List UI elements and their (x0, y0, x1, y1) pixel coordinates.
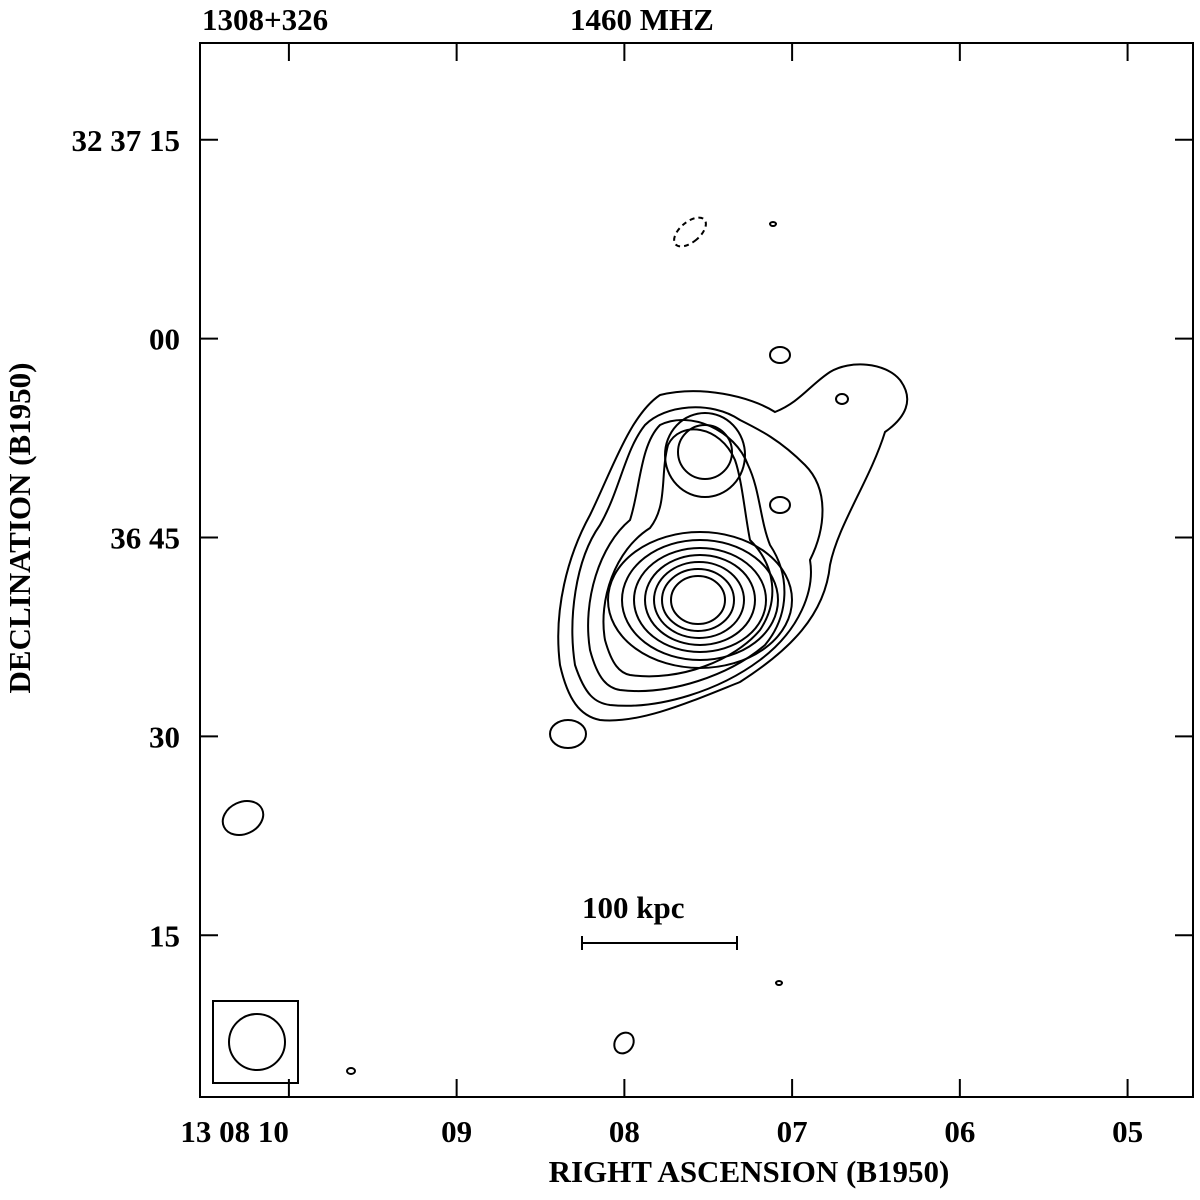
contour (677, 424, 733, 480)
contour (602, 428, 774, 678)
x-tick-label: 09 (441, 1114, 472, 1149)
contour (613, 1031, 635, 1055)
contour (670, 575, 726, 625)
chart-subtitle: 1460 MHZ (570, 2, 714, 37)
contour (775, 980, 783, 986)
scale-bar-label: 100 kpc (582, 890, 685, 925)
x-tick-label: 06 (944, 1114, 975, 1149)
x-axis-label: RIGHT ASCENSION (B1950) (549, 1154, 950, 1189)
contours (221, 216, 909, 1075)
contour (653, 561, 745, 639)
y-tick-label: 15 (149, 918, 180, 953)
contour (587, 419, 786, 692)
plot-frame (199, 42, 1194, 1098)
y-tick-label: 00 (149, 322, 180, 357)
contour (549, 719, 587, 749)
contour (835, 393, 849, 405)
contour (644, 554, 756, 646)
contour (221, 799, 265, 837)
y-tick-label: 36 45 (110, 521, 180, 556)
beam (212, 1000, 299, 1084)
contour (557, 363, 909, 722)
chart-title: 1308+326 (202, 2, 328, 37)
contour (621, 539, 779, 661)
contour (769, 221, 777, 227)
contour (769, 346, 791, 364)
y-axis-label: DECLINATION (B1950) (2, 363, 37, 694)
scale-bar: 100 kpc (581, 890, 738, 950)
x-tick-label: 13 08 10 (180, 1114, 289, 1149)
contour (571, 406, 824, 707)
contour (633, 547, 767, 653)
beam-ellipse (228, 1013, 286, 1071)
contour (346, 1067, 356, 1075)
x-tick-label: 08 (609, 1114, 640, 1149)
x-tick-label: 07 (777, 1114, 808, 1149)
beam-box (212, 1000, 299, 1084)
y-tick-label: 30 (149, 719, 180, 754)
x-tick-label: 05 (1112, 1114, 1143, 1149)
y-tick-label: 32 37 15 (72, 123, 181, 158)
contour (661, 568, 735, 632)
contour (607, 531, 793, 669)
contour (769, 496, 791, 514)
contour (673, 216, 707, 248)
contour (664, 412, 746, 498)
